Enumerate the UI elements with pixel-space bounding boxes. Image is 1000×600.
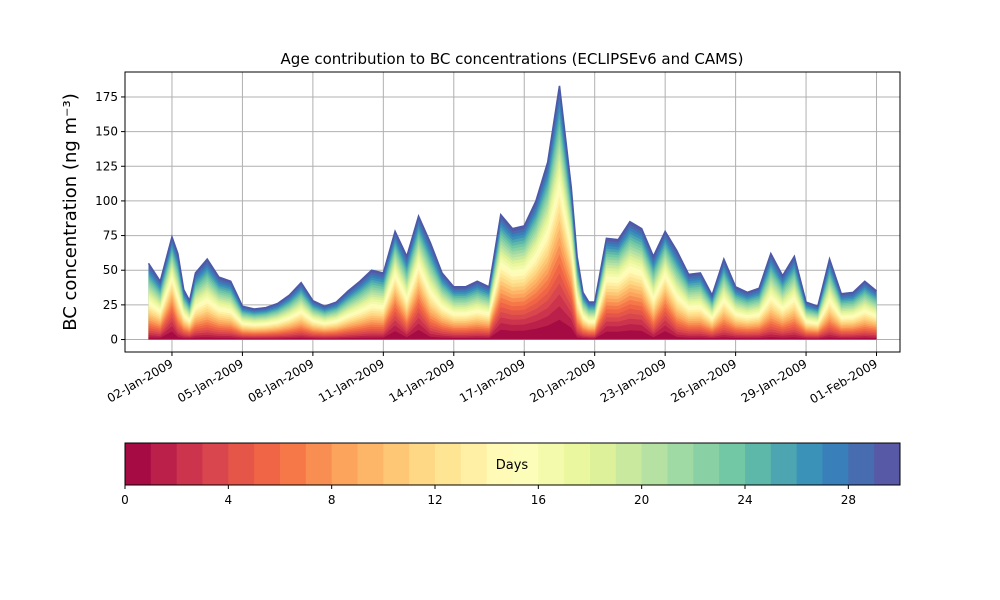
age-contribution-areas bbox=[147, 85, 878, 341]
colorbar-tick-label: 4 bbox=[225, 493, 233, 507]
colorbar-cell bbox=[667, 443, 694, 485]
colorbar-cell bbox=[564, 443, 591, 485]
colorbar-cell bbox=[280, 443, 307, 485]
colorbar-cell bbox=[202, 443, 229, 485]
colorbar-tick-label: 28 bbox=[841, 493, 856, 507]
colorbar-cell bbox=[254, 443, 281, 485]
colorbar-cell bbox=[383, 443, 410, 485]
y-axis: 0 25 50 75 100 125 150 175 bbox=[95, 90, 125, 347]
colorbar: 0 4 8 12 16 20 24 28 Days bbox=[121, 442, 901, 507]
colorbar-label: Days bbox=[496, 458, 529, 473]
colorbar-tick-label: 24 bbox=[737, 493, 752, 507]
y-axis-label: BC concentration (ng m⁻³) bbox=[60, 93, 81, 331]
colorbar-cells bbox=[125, 443, 901, 485]
y-tick-label: 175 bbox=[95, 90, 118, 104]
colorbar-cell bbox=[331, 443, 358, 485]
y-tick-label: 150 bbox=[95, 125, 118, 139]
colorbar-cell bbox=[357, 443, 384, 485]
x-tick-label: 11-Jan-2009 bbox=[316, 356, 387, 405]
x-tick-label: 17-Jan-2009 bbox=[457, 356, 528, 405]
colorbar-cell bbox=[874, 443, 901, 485]
plot-area: 0 25 50 75 100 125 150 175 02-Jan-2009 05-Jan-20… bbox=[95, 71, 901, 406]
x-tick-label: 26-Jan-2009 bbox=[668, 356, 739, 405]
colorbar-cell bbox=[486, 443, 513, 485]
y-tick-label: 25 bbox=[103, 298, 118, 312]
colorbar-cell bbox=[615, 443, 643, 485]
y-tick-label: 125 bbox=[95, 159, 118, 173]
colorbar-cell bbox=[409, 443, 436, 485]
colorbar-cell bbox=[435, 443, 462, 485]
colorbar-cell bbox=[125, 443, 152, 485]
colorbar-cell bbox=[848, 443, 875, 485]
colorbar-tick-label: 16 bbox=[531, 493, 546, 507]
colorbar-cell bbox=[590, 443, 617, 485]
plot-frame bbox=[124, 71, 901, 353]
colorbar-frame bbox=[124, 442, 901, 486]
colorbar-cell bbox=[693, 443, 720, 485]
x-tick-label: 05-Jan-2009 bbox=[175, 356, 246, 405]
colorbar-cell bbox=[228, 443, 255, 485]
age-band-area bbox=[148, 92, 877, 340]
age-band-area bbox=[148, 319, 877, 340]
colorbar-cell bbox=[305, 443, 333, 485]
x-tick-label: 14-Jan-2009 bbox=[387, 356, 458, 405]
colorbar-cell bbox=[176, 443, 203, 485]
colorbar-cell bbox=[641, 443, 668, 485]
x-tick-label: 08-Jan-2009 bbox=[246, 356, 317, 405]
colorbar-cell bbox=[822, 443, 849, 485]
x-tick-label: 29-Jan-2009 bbox=[739, 356, 810, 405]
colorbar-cell bbox=[150, 443, 178, 485]
y-tick-label: 50 bbox=[103, 263, 118, 277]
colorbar-cell bbox=[745, 443, 772, 485]
colorbar-cell bbox=[460, 443, 488, 485]
age-band-area bbox=[148, 105, 877, 340]
colorbar-tick-label: 12 bbox=[427, 493, 442, 507]
x-tick-label: 20-Jan-2009 bbox=[527, 356, 598, 405]
x-axis: 02-Jan-2009 05-Jan-2009 08-Jan-2009 11-Jan-… bbox=[105, 352, 880, 406]
colorbar-ticks: 0 4 8 12 16 20 24 28 bbox=[121, 485, 856, 507]
colorbar-cell bbox=[719, 443, 746, 485]
y-tick-label: 100 bbox=[95, 194, 118, 208]
x-tick-label: 01-Feb-2009 bbox=[807, 356, 880, 406]
y-tick-label: 75 bbox=[103, 229, 118, 243]
total-series-line bbox=[147, 85, 878, 310]
x-tick-label: 23-Jan-2009 bbox=[598, 356, 669, 405]
colorbar-cell bbox=[796, 443, 823, 485]
colorbar-cell bbox=[770, 443, 798, 485]
chart-title: Age contribution to BC concentrations (E… bbox=[281, 50, 744, 68]
age-band-area bbox=[148, 98, 877, 340]
colorbar-cell bbox=[512, 443, 539, 485]
colorbar-tick-label: 20 bbox=[634, 493, 649, 507]
colorbar-tick-label: 8 bbox=[328, 493, 336, 507]
x-tick-label: 02-Jan-2009 bbox=[105, 356, 176, 405]
colorbar-cell bbox=[538, 443, 565, 485]
y-tick-label: 0 bbox=[110, 333, 118, 347]
colorbar-tick-label: 0 bbox=[121, 493, 129, 507]
